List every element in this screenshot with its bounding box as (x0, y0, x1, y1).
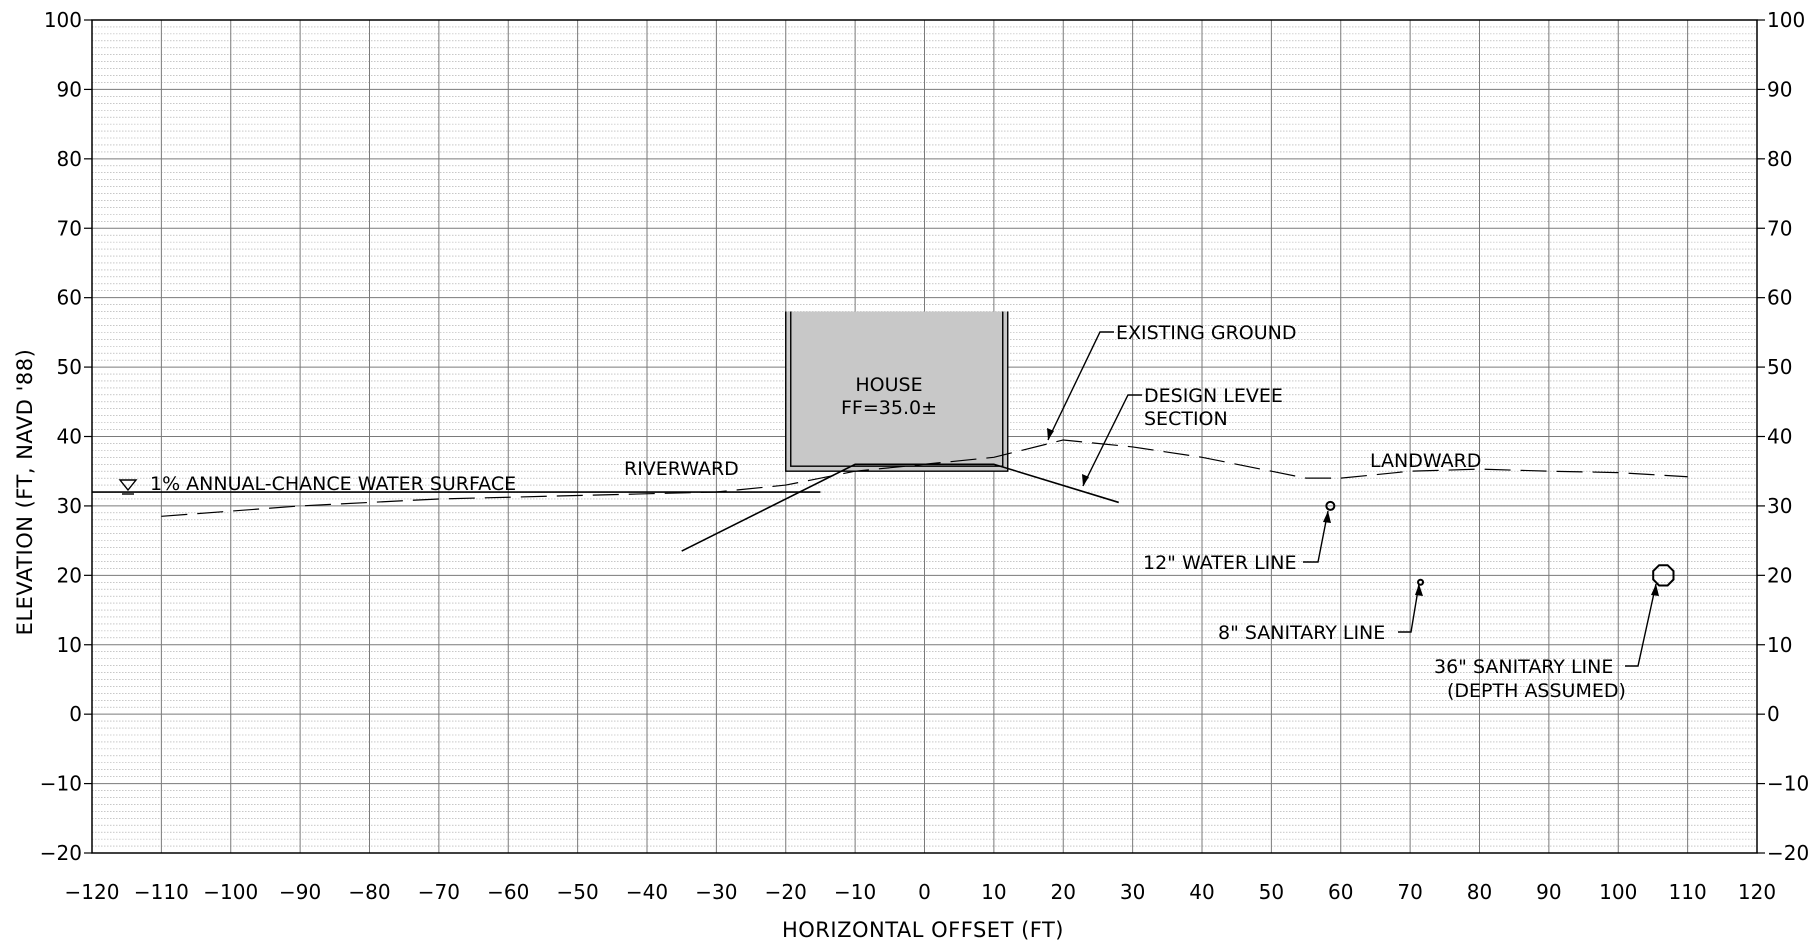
x-tick-label: 120 (1738, 880, 1776, 904)
y-tick-label: 100 (44, 8, 82, 32)
y-tick-label: 90 (57, 77, 82, 101)
y-tick-label-right: −20 (1767, 841, 1809, 865)
y-tick-label: −10 (40, 772, 82, 796)
series-layer (92, 439, 1688, 552)
x-tick-label: −80 (348, 880, 390, 904)
y-tick-label: 30 (57, 494, 82, 518)
sanitary-36-label: 36" SANITARY LINE (1434, 656, 1613, 678)
water-surface-triangle-icon (118, 479, 138, 492)
x-tick-label: −70 (418, 880, 460, 904)
x-tick-label: −30 (695, 880, 737, 904)
existing-ground-label: EXISTING GROUND (1116, 322, 1297, 344)
y-tick-label: 50 (57, 355, 82, 379)
utility-pipe-36 (1652, 564, 1675, 587)
x-tick-label: 30 (1120, 880, 1145, 904)
design-levee-label-line1: DESIGN LEVEE (1144, 385, 1283, 407)
sanitary-8-label: 8" SANITARY LINE (1218, 622, 1385, 644)
x-tick-label: −40 (626, 880, 668, 904)
house-outline-inner (790, 311, 1004, 467)
riverward-label: RIVERWARD (624, 458, 739, 480)
house-layer (785, 311, 1009, 472)
x-tick-label: −50 (557, 880, 599, 904)
y-tick-label: 20 (57, 563, 82, 587)
water-surface-label: 1% ANNUAL-CHANCE WATER SURFACE (150, 473, 516, 495)
design-levee-leader (1082, 394, 1142, 487)
x-tick-label: 0 (918, 880, 931, 904)
y-tick-label-right: 100 (1767, 8, 1805, 32)
x-tick-label: 110 (1669, 880, 1707, 904)
y-tick-label-right: 40 (1767, 425, 1792, 449)
utility-layer (1325, 500, 1675, 587)
y-tick-label-right: 10 (1767, 633, 1792, 657)
house-label: HOUSE (855, 374, 922, 396)
leader-lines (1047, 331, 1657, 667)
design-levee-label-line2: SECTION (1144, 408, 1228, 430)
utility-pipe-1 (1417, 578, 1425, 586)
x-tick-label: −60 (487, 880, 529, 904)
design-levee-arrow (1082, 474, 1089, 486)
y-axis-title: ELEVATION (FT, NAVD '88) (13, 349, 37, 636)
x-tick-label: 80 (1467, 880, 1492, 904)
x-tick-label: −120 (65, 880, 120, 904)
house-ff-label: FF=35.0± (841, 397, 937, 419)
y-tick-label-right: 70 (1767, 216, 1792, 240)
sanitary-36-arrow (1651, 584, 1659, 596)
x-tick-label: 90 (1536, 880, 1561, 904)
y-tick-label: 0 (69, 702, 82, 726)
y-tick-label: 60 (57, 286, 82, 310)
sanitary-8-arrow (1415, 584, 1423, 596)
sanitary-8-leader (1398, 583, 1420, 633)
water-line-arrow (1323, 511, 1331, 523)
x-tick-label: −110 (134, 880, 189, 904)
x-tick-label: 60 (1328, 880, 1353, 904)
y-tick-label: 10 (57, 633, 82, 657)
y-tick-label-right: 30 (1767, 494, 1792, 518)
utility-pipe-0 (1325, 500, 1336, 511)
y-tick-label-right: 20 (1767, 563, 1792, 587)
x-tick-label: 10 (981, 880, 1006, 904)
house-outline (785, 311, 1009, 472)
water-surface-symbol (118, 479, 138, 495)
x-tick-label: 70 (1397, 880, 1422, 904)
house-footprint (785, 311, 1008, 472)
y-tick-label: 70 (57, 216, 82, 240)
water-line-leader (1303, 510, 1329, 563)
leader-arrowheads (1047, 428, 1659, 596)
x-tick-label: 50 (1259, 880, 1284, 904)
x-tick-label: −20 (765, 880, 807, 904)
x-axis-title: HORIZONTAL OFFSET (FT) (782, 918, 1064, 942)
series-existing-ground (161, 439, 1688, 517)
existing-ground-arrow (1047, 428, 1054, 440)
x-tick-label: 20 (1051, 880, 1076, 904)
y-tick-label: −20 (40, 841, 82, 865)
y-tick-label-right: 80 (1767, 147, 1792, 171)
y-tick-label: 40 (57, 425, 82, 449)
existing-ground-leader (1047, 331, 1114, 441)
landward-label: LANDWARD (1370, 450, 1481, 472)
y-tick-label-right: −10 (1767, 772, 1809, 796)
water-line-label: 12" WATER LINE (1143, 552, 1296, 574)
y-tick-label: 80 (57, 147, 82, 171)
x-tick-label: −100 (203, 880, 258, 904)
y-tick-label-right: 50 (1767, 355, 1792, 379)
series-design-levee-section (681, 463, 1119, 552)
x-tick-label: 100 (1599, 880, 1637, 904)
sanitary-36-depth-label: (DEPTH ASSUMED) (1447, 680, 1626, 702)
x-tick-label: −10 (834, 880, 876, 904)
y-tick-label-right: 0 (1767, 702, 1780, 726)
y-tick-label-right: 60 (1767, 286, 1792, 310)
sanitary-36-leader (1625, 583, 1657, 667)
x-tick-label: −90 (279, 880, 321, 904)
x-tick-label: 40 (1189, 880, 1214, 904)
y-tick-label-right: 90 (1767, 77, 1792, 101)
